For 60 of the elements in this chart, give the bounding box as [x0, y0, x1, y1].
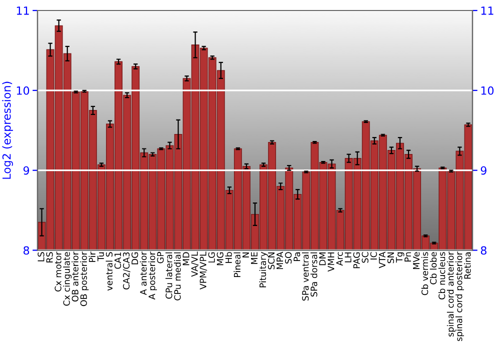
x-tick-label: SC: [362, 252, 368, 263]
x-tick-label: A posterior: [148, 252, 157, 300]
x-tick-label: spinal cord posterior: [455, 252, 464, 342]
x-tick-label: RS: [46, 252, 53, 262]
y2-tick-label: 8: [480, 246, 486, 255]
y-tick-label: 9: [23, 166, 30, 175]
x-tick-label: SN: [387, 252, 394, 264]
x-tick-label: Pir: [88, 252, 96, 262]
x-tick-label: LH: [344, 252, 352, 262]
x-tick-label: Cx motor: [54, 252, 62, 292]
x-tick-label: CPu lateral: [165, 252, 172, 299]
x-tick-label: Cb nucleus: [438, 252, 446, 300]
y-axis-title: Log2 (expression): [2, 82, 13, 179]
x-tick-label: SO: [285, 252, 292, 264]
y-tick-label: 10: [16, 86, 30, 95]
x-tick-label: IC: [370, 252, 377, 260]
x-tick-label: GP: [157, 252, 164, 264]
x-tick-label: CA2/CA3: [122, 252, 130, 290]
x-tick-label: MG: [216, 252, 224, 266]
x-tick-label: SPa dorsal: [310, 252, 318, 296]
x-tick-label: Arc: [336, 252, 343, 266]
x-tick-label: ventral S: [106, 252, 113, 291]
y2-tick-label: 11: [481, 6, 494, 15]
x-tick-label: Cb vermis: [421, 252, 428, 296]
x-tick-label: MPA: [276, 252, 284, 270]
x-tick-label: MVe: [413, 252, 420, 270]
x-tick-label: spinal cord anterior: [446, 252, 456, 336]
x-tick-label: CPu medial: [174, 252, 181, 300]
x-tick-label: SCN: [268, 252, 275, 270]
y2-tick-label: 9: [480, 166, 486, 175]
x-tick-label: OB posterior: [80, 252, 89, 306]
x-tick-label: Retina: [464, 252, 471, 279]
x-tick-label: LG: [208, 252, 215, 262]
y2-tick-label: 10: [481, 86, 494, 95]
x-tick-label: Cx cingulate: [63, 252, 72, 306]
x-tick-label: N: [242, 252, 249, 258]
x-tick-label: VA/VL: [191, 252, 199, 277]
x-tick-label: DM: [319, 252, 326, 266]
x-tick-label: Pn: [404, 252, 411, 262]
x-tick-label: VPM/VPL: [200, 252, 208, 290]
x-tick-label: Pituitary: [259, 252, 268, 288]
x-tick-label: SPa ventral: [302, 252, 309, 301]
y-tick-label: 11: [16, 6, 29, 15]
x-tick-label: CA1: [114, 252, 122, 269]
x-tick-label: MD: [182, 252, 190, 266]
x-tick-label: Tg: [396, 252, 404, 263]
x-tick-label: PAG: [353, 252, 360, 268]
y-tick-label: 8: [24, 246, 30, 255]
x-tick-label: Tu: [98, 252, 104, 262]
x-tick-label: ME: [251, 252, 258, 264]
x-tick-label: Hb: [225, 252, 232, 263]
x-tick-label: OB anterior: [72, 252, 78, 302]
x-tick-label: VTA: [378, 252, 386, 268]
x-tick-label: VMH: [328, 252, 334, 272]
x-tick-label: DG: [132, 252, 138, 264]
x-tick-label: Cb lobe: [430, 252, 437, 284]
x-tick-label: Pa: [294, 252, 300, 262]
x-tick-label: A anterior: [140, 252, 147, 296]
x-tick-label: LS: [38, 252, 44, 262]
x-tick-label: Pineal: [234, 252, 240, 278]
